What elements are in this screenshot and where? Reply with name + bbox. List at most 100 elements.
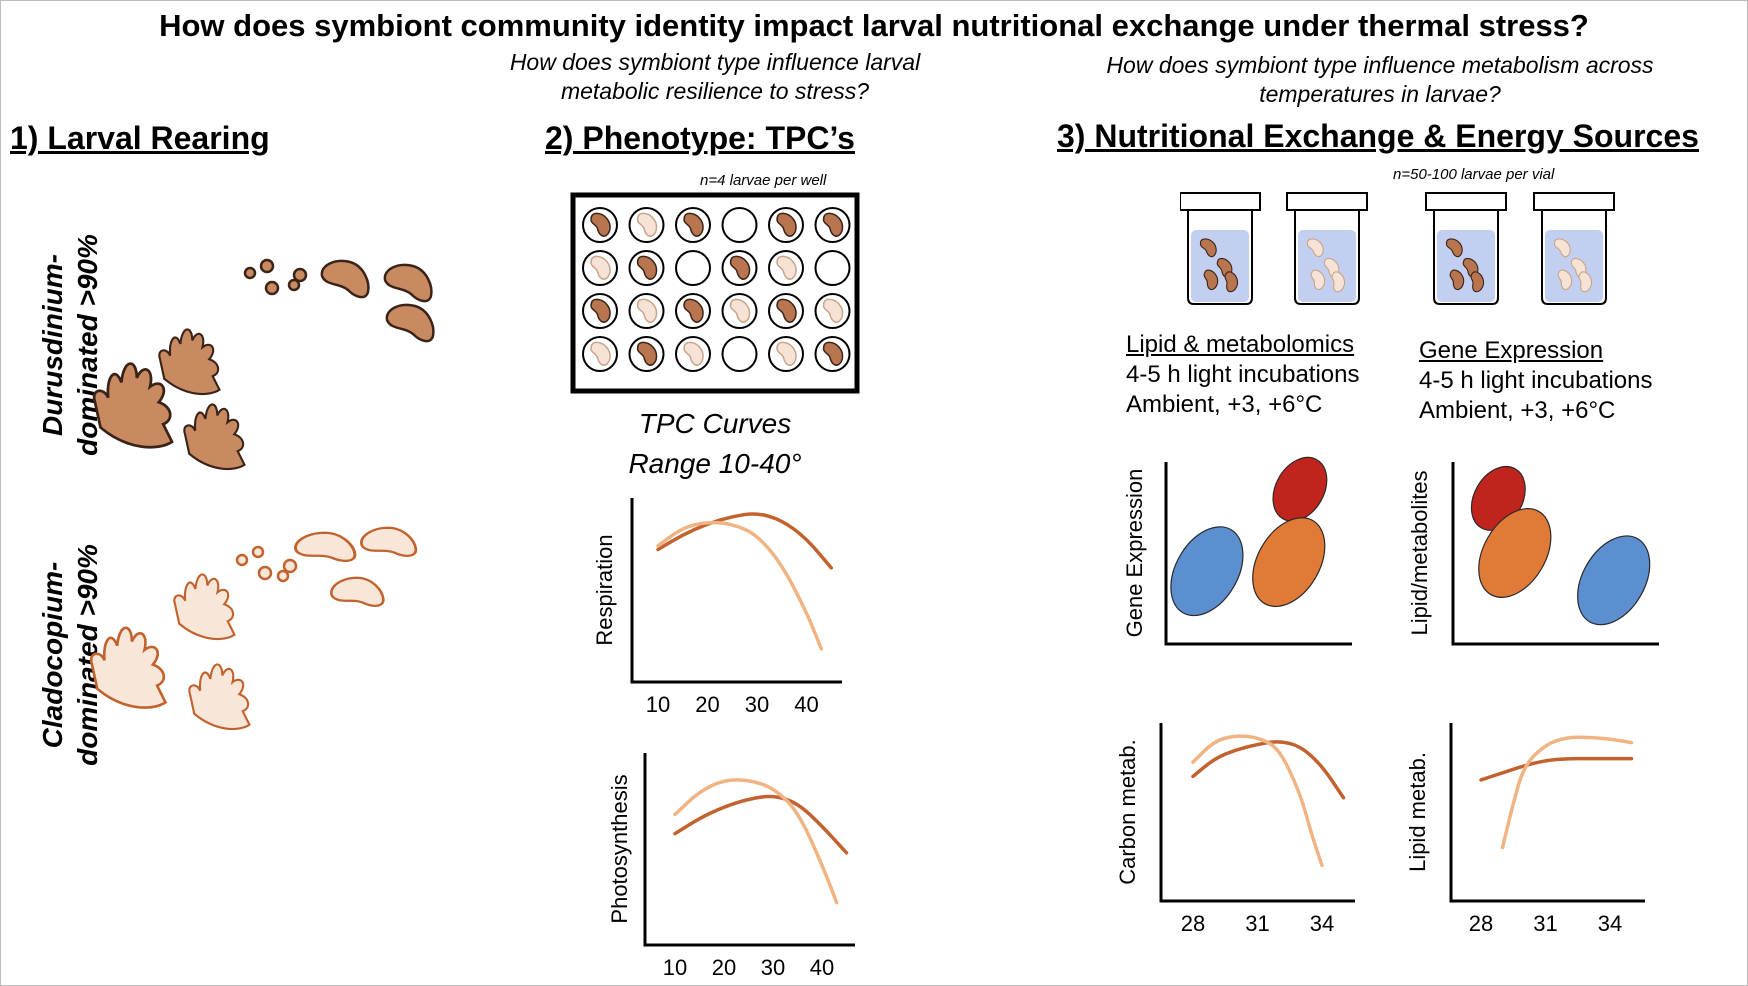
axes — [1449, 723, 1645, 903]
larva-swimming — [383, 263, 433, 303]
cladocopium-larvae — [89, 521, 420, 731]
settled-polyp — [92, 362, 174, 449]
vial — [1180, 192, 1261, 305]
well — [768, 250, 804, 286]
larva — [729, 298, 751, 323]
cell-cluster — [276, 569, 290, 583]
carbon-metabolism-chart: Carbon metab. 28 31 34 — [1115, 723, 1355, 936]
well — [721, 293, 758, 329]
vial-cap — [1286, 192, 1368, 211]
series-line-durusdinium — [673, 794, 849, 855]
y-axis-label: Respiration — [592, 534, 617, 645]
gene-expression-ordination: Gene Expression — [1122, 456, 1352, 646]
larva — [1310, 269, 1326, 291]
axes — [630, 498, 842, 684]
well — [814, 336, 851, 372]
vial — [1533, 192, 1615, 305]
axes — [1164, 462, 1352, 646]
larva — [636, 212, 658, 237]
axes — [1451, 462, 1659, 646]
y-axis-label: Carbon metab. — [1115, 739, 1140, 885]
larva — [1449, 269, 1465, 291]
x-tick-label: 34 — [1310, 911, 1334, 936]
well-circle — [721, 336, 758, 372]
series-line-cladocopium — [1500, 735, 1634, 850]
well — [628, 336, 665, 372]
x-tick-label: 10 — [646, 692, 670, 717]
x-tick-label: 30 — [761, 955, 785, 980]
larva — [1203, 269, 1219, 291]
blue-cluster — [1577, 535, 1651, 626]
cell-cluster — [251, 545, 265, 559]
x-tick-label: 28 — [1181, 911, 1205, 936]
vial-tube — [1187, 210, 1253, 305]
larva-swimming — [326, 571, 387, 617]
x-tick-label: 31 — [1245, 911, 1269, 936]
larva — [590, 255, 611, 280]
well-grid — [582, 207, 851, 372]
plate-body — [570, 192, 860, 394]
larva — [822, 212, 844, 237]
section-phenotype: 2) Phenotype: TPC’s — [545, 120, 855, 156]
series-line-cladocopium — [656, 520, 824, 651]
tpc-line2: Range 10-40° — [628, 448, 802, 479]
question-nutrition: How does symbiont type influence metabol… — [1106, 52, 1654, 107]
well — [721, 207, 758, 243]
well — [768, 207, 804, 243]
settled-polyp — [173, 573, 236, 641]
orange-cluster — [1252, 517, 1326, 608]
series-line-durusdinium — [1479, 756, 1634, 782]
larval-rearing-illustration — [89, 258, 435, 731]
cell-cluster — [243, 266, 257, 280]
y-axis-label: Gene Expression — [1122, 469, 1147, 638]
cell-cluster — [259, 258, 275, 274]
vial — [1425, 192, 1507, 305]
larva — [590, 341, 611, 366]
question-phenotype: How does symbiont type influence larval … — [509, 49, 921, 104]
series-line-cladocopium — [1191, 734, 1324, 868]
well — [768, 336, 804, 372]
plate-note: n=4 larvae per well — [700, 172, 827, 189]
well — [721, 250, 758, 286]
y-axis-label: Lipid/metabolites — [1407, 470, 1432, 635]
larva — [1199, 238, 1217, 258]
x-tick-label: 31 — [1533, 911, 1557, 936]
gene-temps: Ambient, +3, +6°C — [1419, 397, 1616, 424]
well — [814, 250, 851, 286]
lipid-temps: Ambient, +3, +6°C — [1126, 391, 1323, 418]
vial-tube — [1541, 210, 1607, 305]
well — [582, 250, 618, 286]
larva — [636, 255, 658, 280]
lipid-metabolomics-block: Lipid & metabolomics 4-5 h light incubat… — [1126, 330, 1359, 420]
larva — [636, 341, 658, 366]
well — [628, 207, 665, 243]
respiration-chart: Respiration 10 20 30 40 — [592, 498, 842, 717]
well — [675, 207, 711, 243]
well-circle — [721, 207, 758, 243]
well — [582, 207, 618, 243]
larva — [1553, 238, 1571, 258]
cell-cluster — [264, 280, 280, 296]
well — [675, 336, 711, 372]
x-tick-label: 40 — [810, 955, 834, 980]
series-line-durusdinium — [656, 512, 833, 570]
vial-tube — [1433, 210, 1499, 305]
gene-expression-block: Gene Expression 4-5 h light incubations … — [1419, 336, 1652, 426]
vial — [1286, 192, 1368, 305]
larva — [776, 212, 797, 237]
vial-cap — [1533, 192, 1615, 211]
durusdinium-larvae — [92, 258, 435, 471]
section-nutrition: 3) Nutritional Exchange & Energy Sources — [1057, 118, 1699, 154]
vial-cap — [1425, 192, 1507, 211]
durusdinium-label-line1: Durusdinium- — [37, 254, 68, 436]
settled-polyp — [89, 626, 167, 709]
axes — [643, 753, 855, 947]
well-circle — [814, 250, 851, 286]
larva — [1445, 238, 1463, 258]
larva-swimming — [320, 259, 370, 299]
cell-cluster — [292, 267, 308, 283]
x-tick-label: 20 — [712, 955, 736, 980]
blue-cluster — [1170, 526, 1244, 617]
settled-polyp — [158, 328, 221, 396]
gene-heading: Gene Expression — [1419, 337, 1604, 364]
